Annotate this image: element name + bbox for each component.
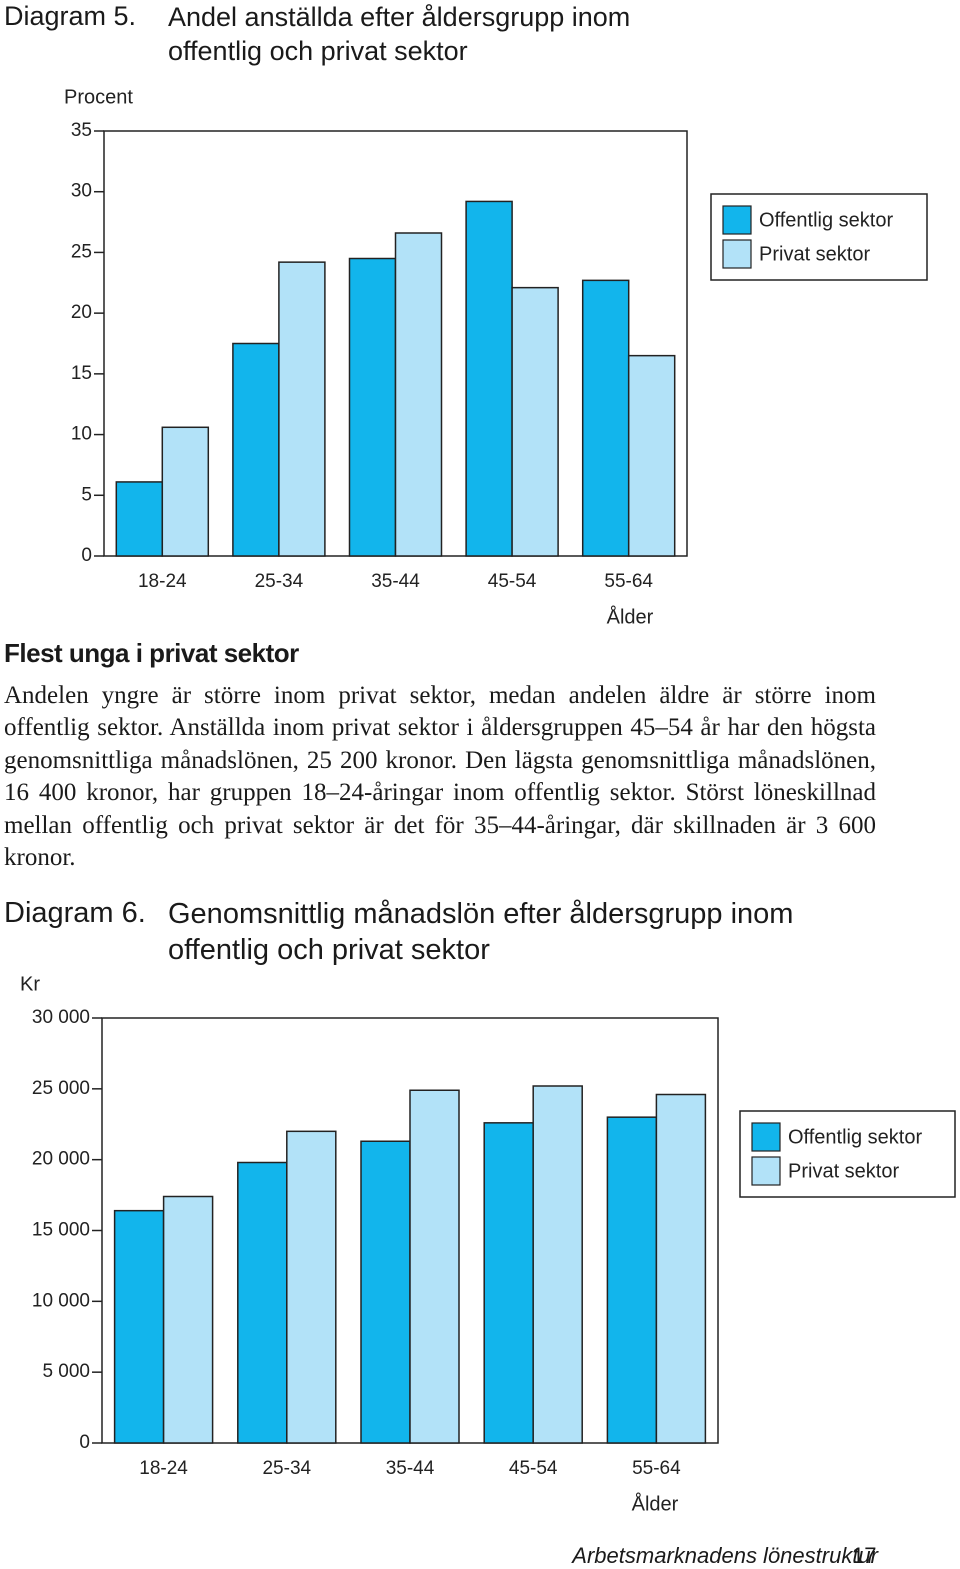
chart-title: Genomsnittlig månadslön efter åldersgrup… [168,898,794,966]
bar [532,1085,583,1444]
bar [278,261,326,557]
x-tick-label: 55-64 [632,1458,681,1479]
bar [606,1116,658,1444]
y-tick-label: 15 [71,363,92,384]
y-tick-label: 15 000 [32,1220,90,1241]
y-tick-label: 20 [71,302,92,323]
body-paragraph: Andelen yngre är större inom privat sekt… [4,682,876,872]
bar [115,481,164,557]
legend-swatch [751,1122,781,1152]
y-tick-label: 5 000 [42,1361,90,1382]
bar [465,200,513,557]
y-tick-label: 10 000 [32,1290,90,1311]
bar [409,1089,460,1444]
y-tick-label: 5 [81,484,92,505]
bar [161,426,210,557]
bar [348,257,397,557]
chart-title: Andel anställda efter åldersgrupp inom o… [168,2,631,66]
x-tick-label: 18-24 [139,1458,188,1479]
bar [162,1195,214,1444]
bar [232,342,280,557]
y-tick-label: 0 [81,545,92,566]
page-number: 17 [852,1543,877,1568]
bar [581,279,630,557]
legend-swatch [751,1156,781,1186]
bar [511,286,559,557]
y-tick-label: 35 [71,120,92,141]
x-axis-label: Ålder [607,605,654,628]
x-tick-label: 45-54 [509,1458,558,1479]
footer-title: Arbetsmarknadens lönestruktur [572,1543,878,1568]
bar [483,1122,534,1444]
y-axis-label: Kr [20,973,40,995]
section-heading: Flest unga i privat sektor [4,638,299,668]
bar [237,1161,288,1444]
y-tick-label: 25 [71,241,92,262]
x-tick-label: 25-34 [255,571,304,592]
diagram-label: Diagram 6. [4,897,146,929]
x-axis-label: Ålder [632,1492,679,1515]
bar [360,1140,411,1444]
legend-label: Privat sektor [788,1160,899,1182]
y-tick-label: 25 000 [32,1078,90,1099]
x-tick-label: 35-44 [386,1458,435,1479]
x-tick-label: 35-44 [371,571,420,592]
legend-swatch [722,239,752,269]
bar [394,232,443,557]
x-tick-label: 55-64 [604,571,653,592]
bar [627,354,676,557]
y-tick-label: 30 [71,181,92,202]
y-tick-label: 0 [79,1432,90,1453]
x-tick-label: 45-54 [488,571,537,592]
legend-label: Privat sektor [759,243,870,265]
bar [655,1093,707,1444]
legend-swatch [722,205,752,235]
legend-label: Offentlig sektor [759,209,893,231]
y-tick-label: 10 [71,424,92,445]
x-tick-label: 25-34 [262,1458,311,1479]
bar [286,1130,337,1444]
y-axis-label: Procent [64,86,133,108]
y-tick-label: 30 000 [32,1007,90,1028]
legend-label: Offentlig sektor [788,1126,922,1148]
bar [113,1209,165,1444]
diagram-label: Diagram 5. [4,1,137,31]
x-tick-label: 18-24 [138,571,187,592]
y-tick-label: 20 000 [32,1149,90,1170]
